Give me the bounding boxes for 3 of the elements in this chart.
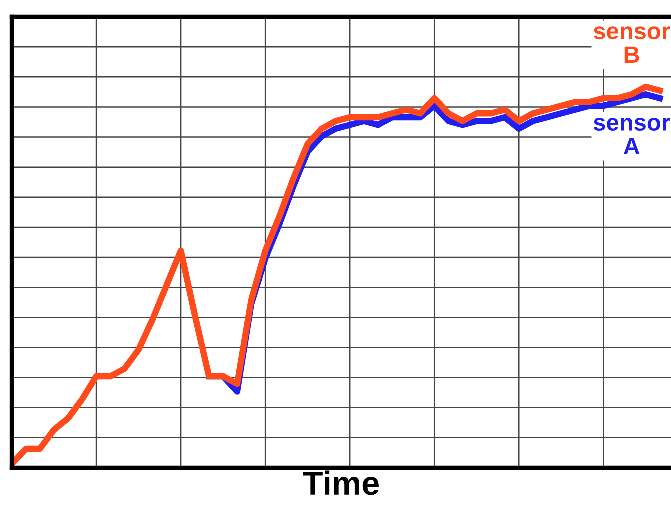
series-label: sensor B bbox=[594, 26, 670, 64]
series-label: sensor A bbox=[594, 118, 670, 154]
x-axis-title: Time bbox=[303, 470, 379, 496]
